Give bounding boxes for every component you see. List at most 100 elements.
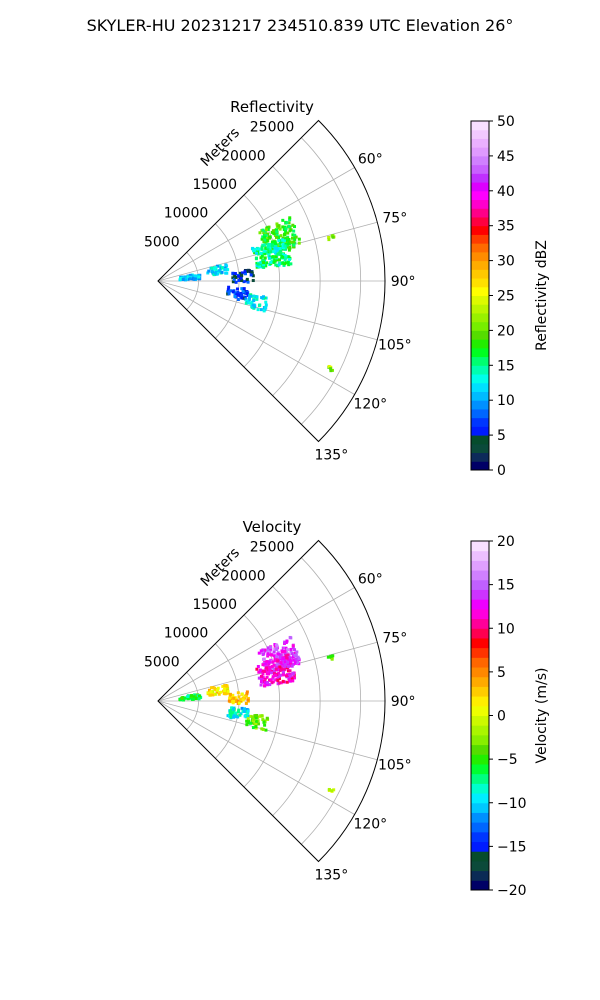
echo-pixel bbox=[273, 659, 277, 663]
echo-pixel bbox=[197, 275, 201, 279]
echo-pixel bbox=[236, 691, 240, 695]
colorbar-tick-label: 5 bbox=[497, 665, 506, 681]
echo-pixel bbox=[238, 271, 242, 275]
echo-pixel bbox=[291, 679, 295, 683]
echo-pixel bbox=[245, 269, 249, 273]
echo-pixel bbox=[194, 276, 198, 280]
echo-pixel bbox=[276, 659, 280, 663]
echo-pixel bbox=[261, 676, 265, 680]
echo-pixel bbox=[247, 296, 251, 300]
echo-pixel bbox=[209, 690, 213, 694]
echo-pixel bbox=[265, 672, 269, 676]
echo-pixel bbox=[252, 294, 256, 298]
colorbar-segment bbox=[471, 841, 489, 852]
echo-pixel bbox=[261, 672, 265, 676]
echo-pixel bbox=[285, 639, 289, 643]
figure-title: SKYLER-HU 20231217 234510.839 UTC Elevat… bbox=[86, 16, 514, 35]
echo-pixel bbox=[257, 265, 261, 269]
echo-pixel bbox=[271, 675, 275, 679]
echo-pixel bbox=[223, 686, 227, 690]
colorbar-label: Reflectivity dBZ bbox=[534, 240, 550, 351]
echo-pixel bbox=[268, 235, 272, 239]
echo-pixel bbox=[291, 672, 295, 676]
echo-pixel bbox=[272, 250, 276, 254]
echo-pixel bbox=[291, 655, 295, 659]
echo-pixel bbox=[254, 251, 258, 255]
colorbar-segment bbox=[471, 286, 489, 296]
colorbar-segment bbox=[471, 715, 489, 726]
colorbar-segment bbox=[471, 725, 489, 736]
colorbar-segment bbox=[471, 793, 489, 804]
echo-pixel bbox=[219, 690, 223, 694]
echo-pixel bbox=[232, 714, 236, 718]
colorbar-segment bbox=[471, 304, 489, 314]
echo-pixel bbox=[296, 660, 300, 664]
echo-pixel bbox=[330, 657, 334, 661]
colorbar-segment bbox=[471, 599, 489, 610]
echo-pixel bbox=[281, 261, 285, 265]
echo-pixel bbox=[297, 237, 301, 241]
echo-pixel bbox=[240, 692, 244, 696]
echo-pixel bbox=[297, 657, 301, 661]
echo-pixel bbox=[180, 696, 184, 700]
echo-pixel bbox=[287, 655, 291, 659]
echo-pixel bbox=[211, 693, 215, 697]
echo-pixel bbox=[210, 269, 214, 273]
echo-pixel bbox=[284, 261, 288, 265]
colorbar-segment bbox=[471, 773, 489, 784]
sector-outline bbox=[157, 539, 386, 863]
echo-pixel bbox=[221, 684, 225, 688]
echo-pixel bbox=[269, 260, 273, 264]
echo-pixel bbox=[232, 707, 236, 711]
echo-pixel bbox=[245, 291, 249, 295]
echo-pixel bbox=[273, 643, 277, 647]
echo-pixel bbox=[226, 690, 230, 694]
echo-pixel bbox=[270, 653, 274, 657]
echo-pixel bbox=[293, 233, 297, 237]
echo-pixel bbox=[274, 228, 278, 232]
echo-pixel bbox=[277, 652, 281, 656]
echo-pixel bbox=[274, 233, 278, 237]
echo-pixel bbox=[293, 676, 297, 680]
echo-pixel bbox=[260, 296, 264, 300]
echo-pixel bbox=[281, 670, 285, 674]
echo-pixel bbox=[248, 721, 252, 725]
echo-pixel bbox=[287, 248, 291, 252]
echo-pixel bbox=[264, 247, 268, 251]
colorbar-segment bbox=[471, 880, 489, 891]
colorbar-segment bbox=[471, 321, 489, 331]
echo-pixel bbox=[218, 264, 222, 268]
echo-pixel bbox=[227, 699, 231, 703]
colorbar-tick-label: 30 bbox=[497, 254, 515, 270]
echo-pixel bbox=[190, 694, 194, 698]
colorbar-segment bbox=[471, 295, 489, 305]
echo-pixel bbox=[181, 278, 185, 282]
echo-pixel bbox=[281, 238, 285, 242]
colorbar-label: Velocity (m/s) bbox=[534, 668, 550, 764]
echo-pixel bbox=[285, 221, 289, 225]
echo-pixel bbox=[252, 299, 256, 303]
echo-pixel bbox=[283, 660, 287, 664]
echo-pixel bbox=[260, 237, 264, 241]
echo-pixel bbox=[287, 678, 291, 682]
echo-pixel bbox=[281, 253, 285, 257]
echo-pixel bbox=[286, 260, 290, 264]
colorbar-segment bbox=[471, 347, 489, 358]
echo-pixel bbox=[277, 677, 281, 681]
echo-pixel bbox=[223, 689, 227, 693]
echo-pixel bbox=[231, 271, 235, 275]
echo-pixel bbox=[220, 270, 224, 274]
echo-pixel bbox=[330, 789, 334, 793]
echo-pixel bbox=[213, 271, 217, 275]
colorbar-segment bbox=[471, 802, 489, 813]
radial-tick-label: 10000 bbox=[164, 206, 209, 222]
echo-pixel bbox=[226, 691, 230, 695]
echo-pixel bbox=[281, 225, 285, 229]
echo-pixel bbox=[226, 714, 230, 718]
echo-pixel bbox=[231, 701, 235, 705]
colorbar-segment bbox=[471, 225, 489, 235]
echo-pixel bbox=[237, 274, 241, 278]
echo-pixel bbox=[253, 305, 257, 309]
echo-pixel bbox=[240, 271, 244, 275]
